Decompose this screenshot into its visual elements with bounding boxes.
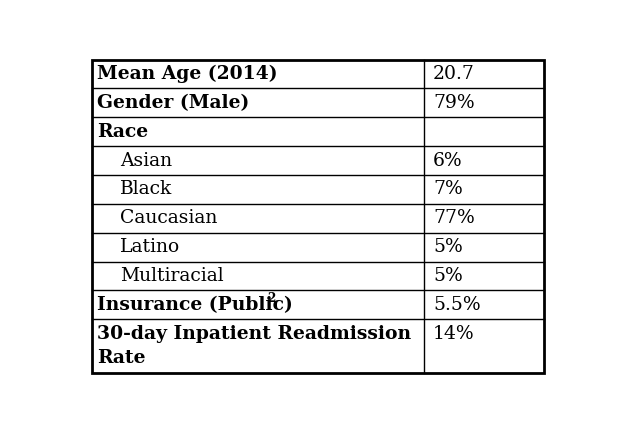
Text: 14%: 14%: [433, 325, 475, 343]
Text: 7%: 7%: [433, 181, 463, 199]
Text: Asian: Asian: [121, 152, 172, 169]
Text: 79%: 79%: [433, 94, 475, 112]
Text: 2: 2: [268, 292, 276, 305]
Text: 5%: 5%: [433, 238, 463, 256]
Text: Rate: Rate: [98, 349, 146, 367]
Text: Gender (Male): Gender (Male): [98, 94, 250, 112]
Text: Multiracial: Multiracial: [121, 267, 224, 285]
Text: 5.5%: 5.5%: [433, 296, 481, 314]
Text: Latino: Latino: [121, 238, 180, 256]
Text: Race: Race: [98, 123, 148, 141]
Text: 30-day Inpatient Readmission: 30-day Inpatient Readmission: [98, 325, 412, 343]
Text: 77%: 77%: [433, 209, 475, 227]
Text: Insurance (Public): Insurance (Public): [98, 296, 293, 314]
Text: Mean Age (2014): Mean Age (2014): [98, 65, 278, 83]
Text: 5%: 5%: [433, 267, 463, 285]
Text: 20.7: 20.7: [433, 65, 475, 83]
Text: 6%: 6%: [433, 152, 462, 169]
Text: Black: Black: [121, 181, 172, 199]
Text: Caucasian: Caucasian: [121, 209, 218, 227]
